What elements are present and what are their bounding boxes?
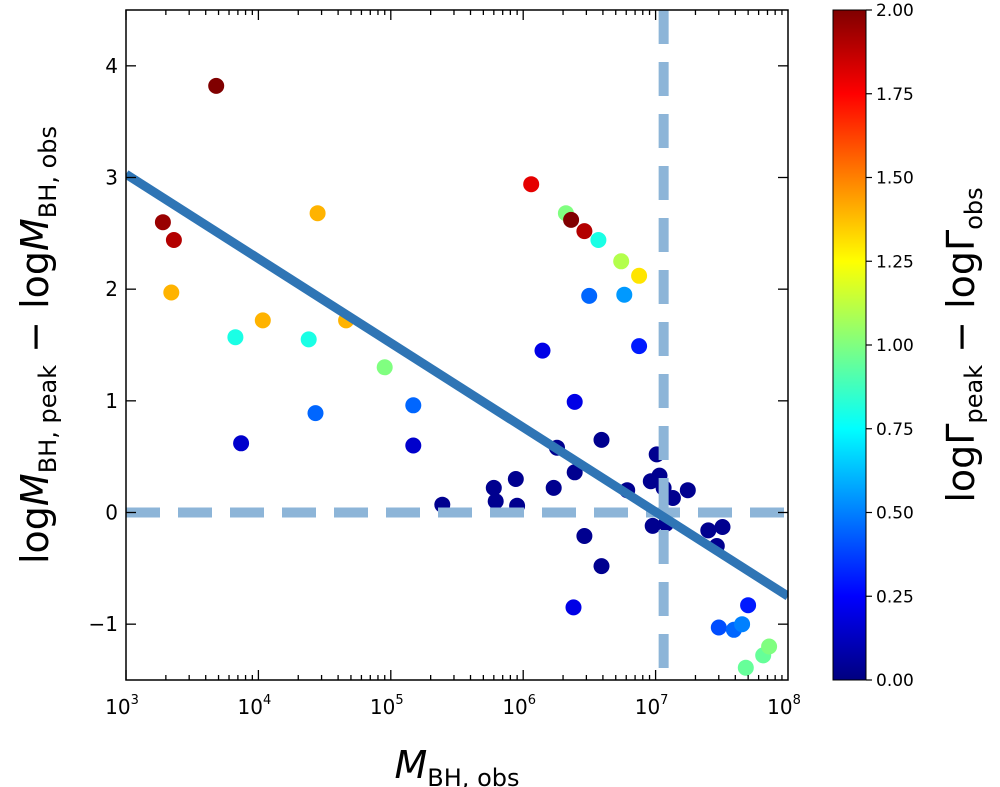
colorbar-label: logΓpeak − logΓobs [939, 187, 988, 502]
data-point [165, 232, 182, 248]
plot-frame [125, 9, 789, 681]
colorbar-ticks: 0.00 0.25 0.50 0.75 1.00 1.25 1.50 1.75 2.00 [866, 1, 914, 691]
colorbar-tick-label: 0.25 [876, 587, 914, 607]
data-point [254, 312, 271, 329]
data-point [644, 517, 661, 534]
data-point [631, 338, 648, 355]
data-point [700, 522, 717, 539]
data-point [233, 435, 250, 452]
data-point [523, 176, 540, 193]
data-point [563, 211, 580, 228]
data-point [307, 405, 324, 422]
colorbar-tick-label: 0.75 [876, 420, 914, 440]
colorbar-tick-label: 2.00 [876, 1, 914, 21]
colorbar [832, 9, 867, 681]
data-point [163, 284, 180, 301]
data-point [740, 597, 757, 614]
y-tick-label: 4 [105, 54, 118, 78]
data-point [581, 287, 598, 304]
data-point [376, 359, 393, 376]
data-point [545, 479, 562, 496]
data-point [613, 253, 630, 270]
y-tick-label: 3 [105, 166, 118, 190]
y-tick-label: 0 [105, 501, 118, 525]
scatter-points [154, 77, 778, 676]
data-point [576, 528, 593, 544]
data-point [405, 397, 422, 414]
reference-lines [126, 10, 788, 680]
data-point [405, 437, 422, 454]
data-point [593, 431, 610, 448]
data-point [507, 471, 524, 487]
data-point [593, 558, 610, 575]
y-tick-label: −1 [89, 612, 118, 636]
axis-ticks [125, 10, 788, 680]
data-point [154, 214, 171, 231]
data-point [734, 616, 751, 633]
colorbar-tick-label: 1.25 [876, 252, 914, 272]
data-point [309, 205, 326, 222]
data-point [710, 619, 727, 636]
y-tick-labels: −1 0 1 2 3 4 [89, 54, 118, 636]
data-point [227, 329, 244, 346]
data-point [566, 393, 583, 410]
x-tick-label: 108 [767, 693, 801, 719]
data-point [590, 232, 607, 248]
data-point [761, 638, 778, 655]
fit-line [126, 170, 788, 601]
data-point [485, 479, 502, 496]
data-point [566, 464, 583, 481]
x-tick-label: 104 [238, 693, 272, 719]
x-tick-labels: 103 104 105 106 107 108 [105, 693, 801, 719]
data-point [664, 490, 681, 506]
colorbar-tick-label: 0.00 [876, 671, 914, 691]
data-point [300, 331, 317, 348]
colorbar-tick-label: 0.50 [876, 504, 914, 524]
data-point [534, 342, 551, 359]
fit-line-path [126, 170, 788, 601]
data-point [631, 267, 648, 284]
x-tick-label: 103 [105, 693, 139, 719]
y-axis-label: logMBH, peak − logMBH, obs [13, 126, 62, 564]
data-point [737, 659, 754, 676]
data-point [565, 599, 582, 616]
y-tick-label: 1 [105, 389, 118, 413]
colorbar-tick-label: 1.50 [876, 169, 914, 189]
colorbar-tick-label: 1.75 [876, 85, 914, 105]
x-tick-label: 107 [635, 693, 669, 719]
data-point [679, 482, 696, 499]
data-point [714, 519, 731, 535]
x-axis-label: MBH, obs [395, 743, 520, 787]
data-point [576, 223, 593, 240]
x-tick-label: 105 [370, 693, 404, 719]
colorbar-tick-label: 1.00 [876, 336, 914, 356]
y-tick-label: 2 [105, 277, 118, 301]
data-point [487, 493, 504, 510]
x-tick-label: 106 [502, 693, 536, 719]
data-point [208, 77, 225, 94]
data-point [616, 286, 633, 303]
